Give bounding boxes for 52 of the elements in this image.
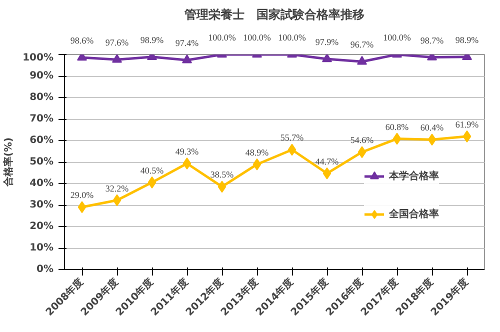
data-label: 44.7% <box>315 156 340 166</box>
point <box>322 54 332 62</box>
data-label: 98.9% <box>140 34 164 45</box>
data-label: 97.6% <box>105 38 130 48</box>
data-label: 60.8% <box>385 122 410 132</box>
data-label: 55.7% <box>280 132 304 143</box>
data-label: 38.5% <box>210 170 234 180</box>
data-label: 98.7% <box>420 35 444 46</box>
point <box>462 130 472 142</box>
y-tick-label: 0% <box>36 264 54 275</box>
y-tick-label: 20% <box>30 221 54 232</box>
point <box>322 167 332 180</box>
y-tick-label: 30% <box>30 200 54 210</box>
point <box>288 144 296 156</box>
y-tick-label: 50% <box>30 156 54 168</box>
y-tick-label: 70% <box>30 114 54 124</box>
point <box>112 194 122 206</box>
data-label: 97.4% <box>175 38 200 48</box>
data-label: 97.9% <box>315 37 340 48</box>
data-label: 49.3% <box>175 146 200 157</box>
y-tick-label: 60% <box>30 135 54 146</box>
data-label: 100.0% <box>278 32 306 42</box>
point <box>358 146 366 158</box>
data-label: 98.6% <box>70 36 94 46</box>
y-tick-label: 100% <box>22 52 54 64</box>
point <box>392 132 402 145</box>
point <box>252 158 262 170</box>
y-tick-label: 10% <box>30 242 54 254</box>
data-label: 48.9% <box>245 147 270 158</box>
point <box>182 158 192 170</box>
data-label: 100.0% <box>383 32 412 42</box>
legend-label: 全国合格率 <box>389 207 439 221</box>
point <box>148 176 156 188</box>
point <box>218 180 226 193</box>
y-axis-title: 合格率(%) <box>2 137 15 188</box>
data-label: 98.9% <box>455 34 480 45</box>
y-tick-label: 40% <box>30 178 54 189</box>
data-label: 100.0% <box>243 32 272 42</box>
y-tick-label: 90% <box>30 70 54 82</box>
legend-label: 本学合格率 <box>389 169 439 183</box>
data-label: 100.0% <box>208 32 236 42</box>
data-label: 96.7% <box>350 40 374 50</box>
point <box>78 201 86 214</box>
data-label: 40.5% <box>140 165 164 176</box>
chart-title: 管理栄養士 国家試験合格率推移 <box>184 8 364 22</box>
data-label: 29.0% <box>70 190 94 200</box>
data-label: 54.6% <box>350 135 374 146</box>
data-label: 32.2% <box>105 183 130 194</box>
y-tick-label: 80% <box>30 92 54 103</box>
data-label: 61.9% <box>455 119 480 130</box>
point <box>428 134 436 146</box>
data-label: 60.4% <box>420 122 444 133</box>
